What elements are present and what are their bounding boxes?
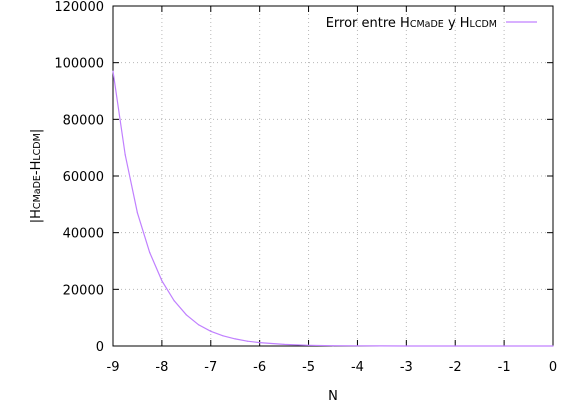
x-tick-labels: -9 -8 -7 -6 -5 -4 -3 -2 -1 0 — [107, 360, 558, 375]
x-tick-label: -4 — [351, 360, 364, 375]
y-tick-label: 20000 — [63, 283, 104, 298]
series-point — [112, 70, 114, 72]
series-line — [112, 71, 553, 347]
series-point — [283, 343, 285, 345]
x-axis-label: N — [328, 389, 338, 404]
series-point — [136, 212, 138, 214]
x-tick-label: -5 — [302, 360, 315, 375]
y-tick-label: 80000 — [63, 113, 104, 128]
y-tick-labels: 0 20000 40000 60000 80000 100000 120000 — [54, 0, 104, 355]
series-point — [222, 335, 224, 337]
y-tick-label: 0 — [96, 340, 104, 355]
y-axis-label-mid: -H — [29, 161, 44, 175]
series-point — [198, 324, 200, 326]
legend: Error entre HCMaDE y HLCDM — [326, 16, 537, 31]
series-point — [503, 345, 505, 347]
x-tick-label: -2 — [449, 360, 462, 375]
series-point — [552, 345, 554, 347]
y-axis-label-sub1: CMaDE — [32, 175, 43, 209]
series-point — [185, 314, 187, 316]
x-tick-label: -8 — [155, 360, 168, 375]
y-tick-label: 40000 — [63, 227, 104, 242]
x-tick-label: -6 — [253, 360, 266, 375]
x-tick-label: 0 — [549, 360, 557, 375]
series-point — [356, 345, 358, 347]
series-point — [405, 345, 407, 347]
x-tick-label: -1 — [498, 360, 511, 375]
legend-label-sub2: LCDM — [470, 19, 497, 30]
series-point — [246, 340, 248, 342]
y-tick-label: 60000 — [63, 170, 104, 185]
x-tick-label: -7 — [204, 360, 217, 375]
series-point — [259, 342, 261, 344]
grid — [113, 6, 553, 346]
series-point — [124, 154, 126, 156]
x-tick-label: -3 — [400, 360, 413, 375]
y-axis-label-suffix: | — [29, 129, 44, 133]
legend-label: Error entre HCMaDE y HLCDM — [326, 16, 497, 31]
series-point — [234, 338, 236, 340]
y-tick-label: 100000 — [54, 57, 104, 72]
y-axis-label: |HCMaDE-HLCDM| — [29, 129, 44, 223]
y-tick-label: 120000 — [54, 0, 104, 15]
x-tick-label: -9 — [107, 360, 120, 375]
series-point — [332, 345, 334, 347]
series-point — [308, 344, 310, 346]
series-point — [161, 280, 163, 282]
series-point — [173, 300, 175, 302]
legend-label-sub1: CMaDE — [410, 19, 444, 30]
series-point — [454, 345, 456, 347]
series-layer — [112, 70, 554, 347]
y-axis-label-sub2: LCDM — [32, 133, 43, 160]
legend-label-prefix: Error entre H — [326, 16, 410, 31]
y-axis-label-prefix: |H — [29, 209, 44, 223]
series-point — [149, 251, 151, 254]
series-point — [210, 330, 212, 332]
legend-label-mid: y H — [444, 16, 470, 31]
